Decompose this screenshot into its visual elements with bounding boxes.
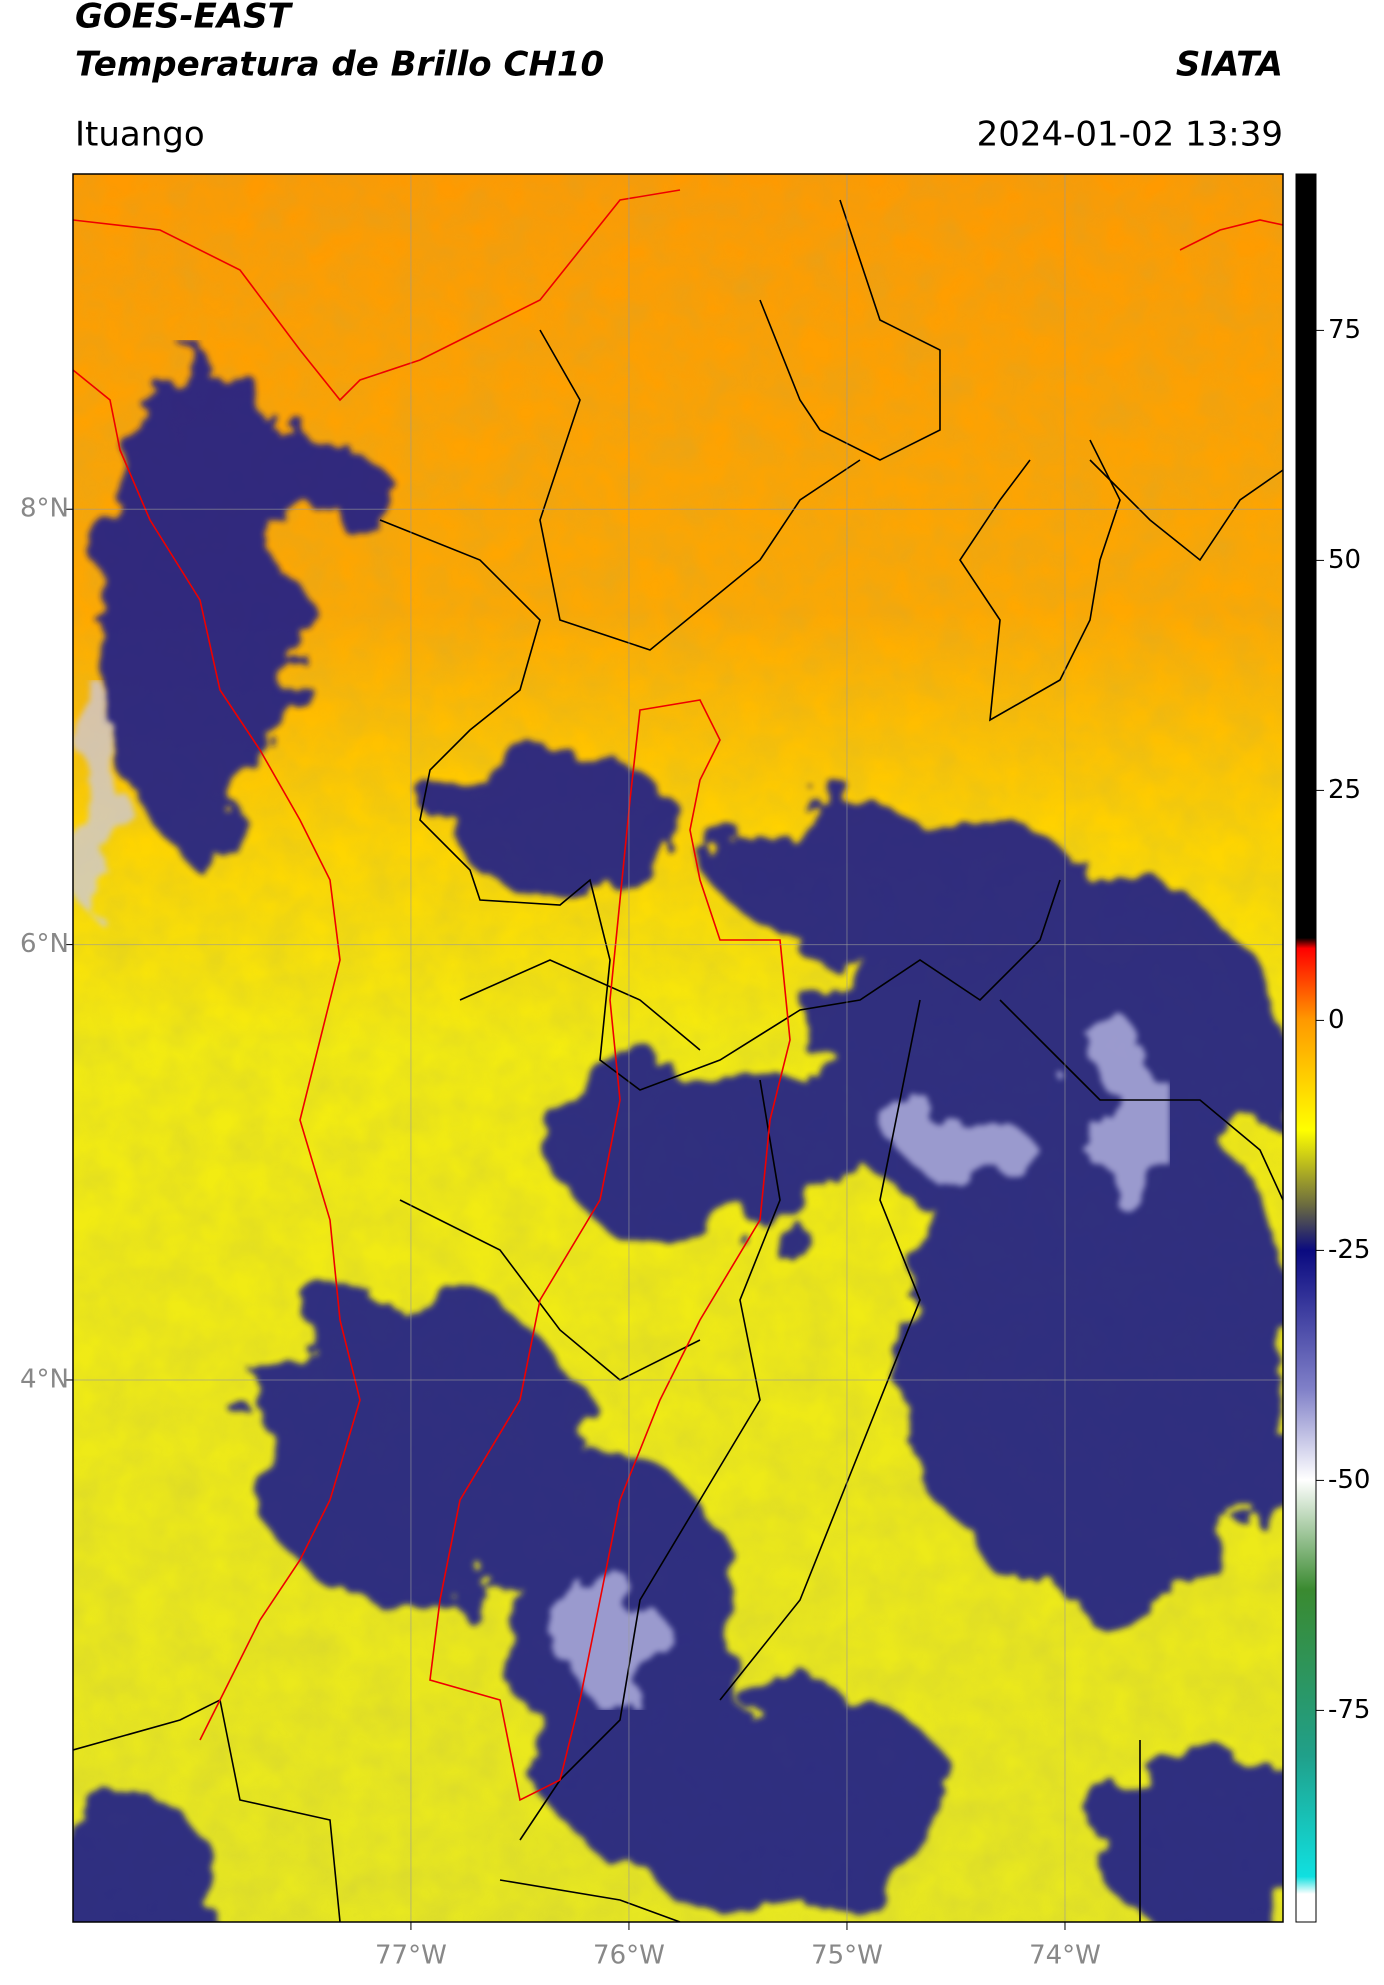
region: Ituango	[75, 115, 205, 155]
x-tick-label: 77°W	[375, 1941, 447, 1971]
x-tick-label: 76°W	[593, 1941, 665, 1971]
subtitle: Temperatura de Brillo CH10	[75, 45, 604, 85]
x-tick-label: 75°W	[811, 1941, 883, 1971]
colorbar-tick-label: 0	[1328, 1005, 1345, 1035]
colorbar-tick-label: -75	[1328, 1695, 1370, 1725]
colorbar-tick-label: 75	[1328, 315, 1361, 345]
datetime: 2024-01-02 13:39	[977, 115, 1283, 155]
source: SIATA	[1176, 45, 1283, 85]
colorbar	[1295, 173, 1317, 1923]
colorbar-tick-label: -50	[1328, 1465, 1370, 1495]
x-tick-label: 74°W	[1029, 1941, 1101, 1971]
colorbar-tick-label: -25	[1328, 1235, 1370, 1265]
y-tick-label: 4°N	[20, 1364, 69, 1394]
y-tick-label: 8°N	[20, 494, 69, 524]
y-tick-label: 6°N	[20, 929, 69, 959]
grid	[73, 174, 1283, 1922]
colorbar-tick-label: 25	[1328, 775, 1361, 805]
map-imagery	[73, 174, 1283, 1922]
title: GOES-EAST	[75, 0, 294, 37]
colorbar-tick-label: 50	[1328, 545, 1361, 575]
map-frame	[72, 173, 1284, 1923]
